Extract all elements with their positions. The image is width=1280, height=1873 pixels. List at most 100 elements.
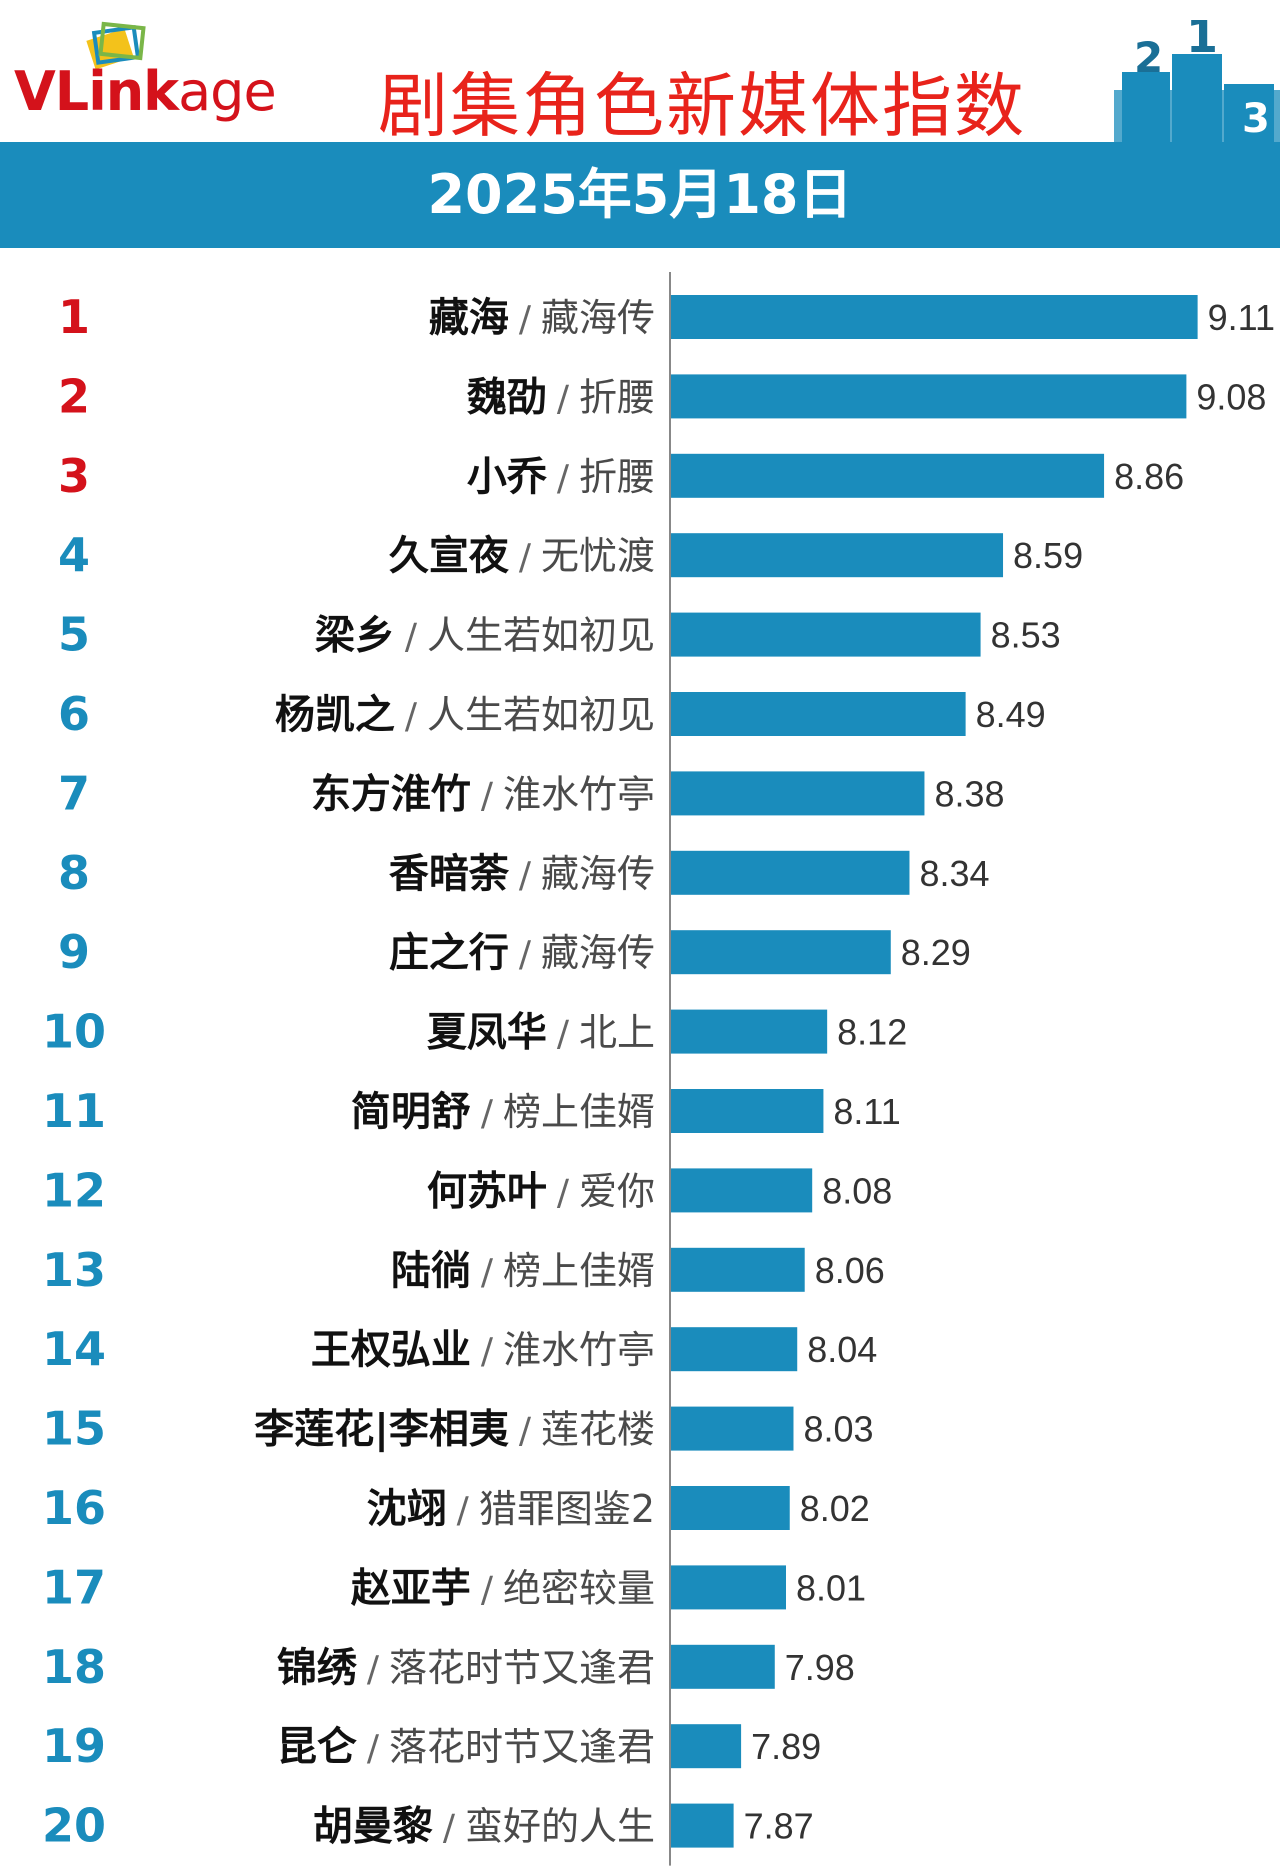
role-name: 杨凯之 [275,692,395,738]
show-name: 折腰 [579,375,655,419]
show-name: 猎罪图鉴2 [479,1487,655,1531]
rank-number: 3 [58,449,90,503]
label-separator: / [519,537,532,578]
logo-cards-icon [86,21,146,70]
label-separator: / [405,696,418,737]
rank-number: 19 [42,1719,106,1773]
rank-number: 12 [42,1163,106,1217]
role-name: 昆仑 [277,1724,357,1770]
label-separator: / [481,1093,494,1134]
podium-icon: 2 1 3 [1114,20,1280,144]
show-name: 无忧渡 [541,534,655,578]
role-name: 胡曼黎 [313,1804,433,1850]
ranking-chart-svg: 1 藏海 / 藏海传 9.112 魏劭 / 折腰 9.083 小乔 / 折腰 8.864 久宣夜 / 无忧渡 8… [42,272,1275,1866]
show-name: 淮水竹亭 [503,772,655,816]
bar [671,295,1198,339]
show-name: 蛮好的人生 [465,1805,655,1849]
role-name: 梁乡 [315,613,395,659]
show-name: 藏海传 [541,852,655,896]
role-name: 夏凤华 [427,1010,547,1056]
value-label: 7.89 [751,1726,821,1767]
bar [671,1486,790,1530]
label-separator: / [557,378,570,419]
bar [671,1247,805,1292]
row-label: 锦绣 / 落花时节又逢君 [277,1645,655,1691]
role-name: 藏海 [429,295,509,341]
show-name: 人生若如初见 [427,614,655,658]
label-separator: / [367,1649,380,1690]
podium-label-3: 3 [1242,96,1270,142]
role-name: 久宣夜 [389,533,510,579]
label-separator: / [481,1252,494,1293]
rank-number: 4 [58,528,90,582]
podium-label-1: 1 [1186,20,1218,63]
row-label: 魏劭 / 折腰 [467,374,655,420]
value-label: 8.29 [901,932,971,973]
show-name: 藏海传 [541,296,655,340]
show-name: 落花时节又逢君 [389,1725,655,1769]
role-name: 王权弘业 [311,1327,471,1373]
row-label: 简明舒 / 榜上佳婿 [351,1089,655,1135]
show-name: 莲花楼 [541,1408,655,1452]
show-name: 榜上佳婿 [503,1249,655,1293]
value-label: 8.12 [837,1012,907,1053]
value-label: 8.49 [976,694,1046,735]
value-label: 9.08 [1196,376,1266,417]
page-title: 剧集角色新媒体指数 [378,65,1026,147]
value-label: 8.03 [803,1409,873,1450]
role-name: 小乔 [467,454,547,500]
bar [671,1724,742,1769]
bar [671,1168,813,1213]
rank-number: 18 [42,1640,106,1694]
value-label: 8.53 [991,615,1061,656]
value-label: 8.11 [833,1091,900,1132]
rank-number: 13 [42,1243,106,1297]
role-name: 陆徜 [391,1248,471,1294]
value-label: 8.06 [815,1250,885,1291]
bar [671,374,1187,419]
row-label: 藏海 / 藏海传 [429,295,655,341]
role-name: 简明舒 [351,1089,471,1135]
row-label: 庄之行 / 藏海传 [389,930,655,976]
row-label: 夏凤华 / 北上 [427,1010,655,1056]
show-name: 淮水竹亭 [503,1328,655,1372]
value-label: 8.02 [800,1488,870,1529]
label-separator: / [519,299,532,340]
label-separator: / [557,1014,570,1055]
row-label: 沈翊 / 猎罪图鉴2 [367,1486,655,1532]
value-label: 8.04 [807,1329,877,1370]
role-name: 庄之行 [389,930,509,976]
role-name: 沈翊 [367,1486,447,1532]
row-label: 香暗荼 / 藏海传 [389,851,655,897]
row-label: 李莲花|李相夷 / 莲花楼 [254,1407,655,1454]
role-name: 李莲花|李相夷 [254,1407,509,1454]
label-separator: / [367,1728,380,1769]
row-label: 东方淮竹 / 淮水竹亭 [311,771,655,817]
label-separator: / [481,1569,494,1610]
label-separator: / [481,775,494,816]
label-separator: / [519,855,532,896]
rank-number: 14 [42,1322,106,1376]
row-label: 久宣夜 / 无忧渡 [389,533,655,579]
value-label: 9.11 [1208,297,1275,338]
label-separator: / [457,1490,470,1531]
logo-age: age [178,60,277,123]
rank-number: 5 [58,608,90,662]
value-label: 8.01 [796,1567,866,1608]
role-name: 魏劭 [467,374,547,420]
rank-number: 8 [58,846,90,900]
value-label: 8.86 [1114,456,1184,497]
bar [671,692,966,736]
show-name: 榜上佳婿 [503,1090,655,1134]
value-label: 8.08 [822,1170,892,1211]
row-label: 王权弘业 / 淮水竹亭 [311,1327,655,1373]
rank-number: 1 [58,290,90,344]
label-separator: / [443,1808,456,1849]
row-label: 小乔 / 折腰 [467,454,655,500]
show-name: 人生若如初见 [427,693,655,737]
bar [671,1009,828,1054]
podium-label-2: 2 [1134,33,1163,82]
label-separator: / [405,617,418,658]
bar [671,533,1004,578]
row-label: 昆仑 / 落花时节又逢君 [277,1724,655,1770]
